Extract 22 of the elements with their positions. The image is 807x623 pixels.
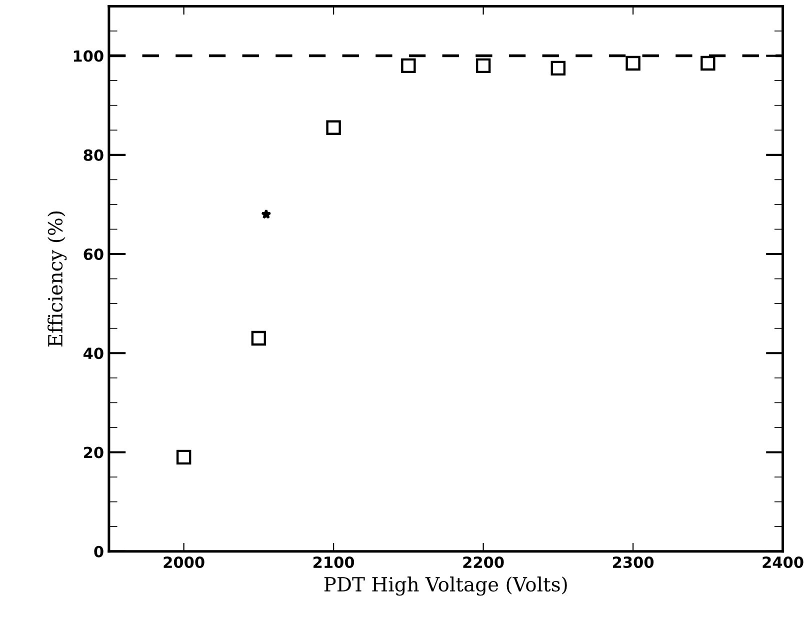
point <box>176 450 192 465</box>
x-tick-label: 2000 <box>164 556 204 568</box>
point <box>326 120 341 136</box>
y-tick-label: 60 <box>84 248 104 260</box>
x-tick-label: 2200 <box>463 556 504 568</box>
y-tick-label: 0 <box>94 546 104 558</box>
y-tick-label: 100 <box>74 50 104 62</box>
x-tick-label: 2400 <box>762 556 804 568</box>
point <box>700 56 716 71</box>
x-tick-label: 2300 <box>612 556 654 568</box>
y-tick-label: 40 <box>84 348 104 360</box>
point <box>261 209 272 219</box>
x-axis-title: PDT High Voltage (Volts) <box>324 576 567 596</box>
point <box>626 56 640 71</box>
point <box>476 58 491 74</box>
y-tick-label: 80 <box>84 149 104 161</box>
point <box>401 58 416 74</box>
y-axis-title: Efficiency (%) <box>48 212 67 347</box>
point <box>251 330 266 346</box>
y-tick-label: 20 <box>84 446 104 458</box>
x-tick-label: 2100 <box>314 556 354 568</box>
point <box>550 60 566 76</box>
